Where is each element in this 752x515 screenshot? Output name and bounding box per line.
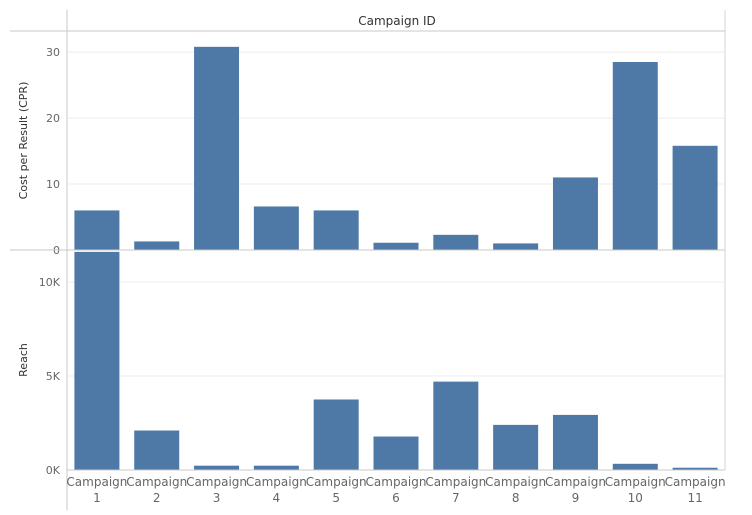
header-title: Campaign ID — [358, 14, 436, 28]
x-tick-label: 8 — [512, 491, 520, 505]
x-tick-label: Campaign — [306, 475, 367, 489]
bar — [134, 430, 180, 470]
y-tick-label: 5K — [46, 370, 61, 383]
x-tick-label: 10 — [628, 491, 643, 505]
bar — [134, 241, 180, 250]
x-tick-label: 11 — [687, 491, 702, 505]
x-tick-label: 4 — [273, 491, 281, 505]
bar — [672, 145, 718, 250]
y-tick-label: 20 — [46, 112, 60, 125]
bar — [433, 234, 479, 250]
y-axis-label: Reach — [17, 343, 30, 377]
x-tick-label: Campaign — [425, 475, 486, 489]
y-tick-label: 10K — [39, 276, 61, 289]
x-tick-label: Campaign — [545, 475, 606, 489]
y-tick-label: 0K — [46, 464, 61, 477]
bar — [672, 467, 718, 470]
x-tick-label: 2 — [153, 491, 161, 505]
x-tick-label: Campaign — [366, 475, 427, 489]
y-tick-label: 30 — [46, 46, 60, 59]
x-tick-label: Campaign — [485, 475, 546, 489]
bar — [253, 206, 299, 250]
bar — [493, 243, 539, 250]
bar — [313, 210, 359, 250]
bar — [194, 46, 240, 250]
x-tick-label: Campaign — [66, 475, 127, 489]
x-tick-label: Campaign — [665, 475, 726, 489]
x-tick-label: 5 — [332, 491, 340, 505]
bar — [74, 210, 120, 250]
x-tick-label: 3 — [213, 491, 221, 505]
bar — [373, 242, 419, 250]
x-tick-label: Campaign — [126, 475, 187, 489]
x-tick-label: Campaign — [186, 475, 247, 489]
y-axis-label: Cost per Result (CPR) — [17, 82, 30, 200]
x-tick-label: Campaign — [605, 475, 666, 489]
bar — [194, 465, 240, 470]
bar — [433, 381, 479, 470]
bar — [552, 177, 598, 250]
x-tick-label: 9 — [572, 491, 580, 505]
x-tick-label: Campaign — [246, 475, 307, 489]
bar — [493, 424, 539, 470]
bar — [373, 436, 419, 470]
bar — [74, 251, 120, 470]
bar — [612, 62, 658, 250]
bar — [552, 414, 598, 470]
bar — [253, 465, 299, 470]
x-tick-label: 1 — [93, 491, 101, 505]
bar — [612, 463, 658, 470]
x-tick-label: 6 — [392, 491, 400, 505]
x-tick-label: 7 — [452, 491, 460, 505]
bar — [313, 399, 359, 470]
y-tick-label: 10 — [46, 178, 60, 191]
